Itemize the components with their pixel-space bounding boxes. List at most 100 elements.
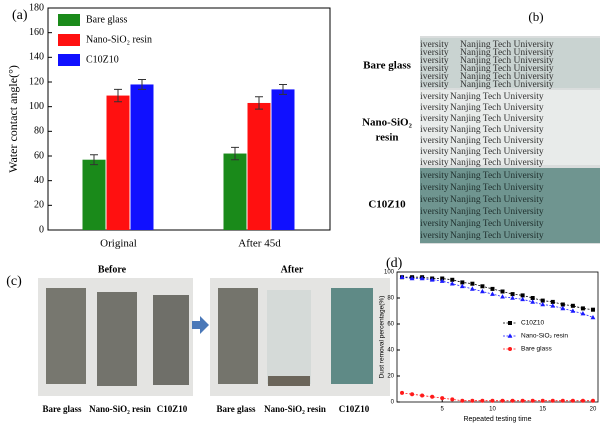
watermark: Nanjing Tech University	[355, 183, 449, 193]
sample-label: Nano-SiO₂ resin	[89, 404, 151, 414]
marker	[580, 311, 586, 316]
watermark: Nanjing Tech University	[450, 183, 544, 193]
marker	[520, 293, 525, 298]
y-tick-label: 20	[387, 374, 394, 380]
panel-label: (d)	[386, 256, 403, 271]
marker	[449, 281, 455, 286]
plot-frame	[47, 7, 331, 231]
watermark: Nanjing Tech University	[355, 195, 449, 205]
marker	[450, 397, 455, 402]
watermark: Nanjing Tech University	[450, 158, 544, 168]
y-tick-label: 140	[29, 52, 44, 63]
legend-swatch	[58, 14, 80, 26]
error-bar	[255, 96, 263, 110]
y-tick-label: 100	[384, 270, 395, 276]
sample-label: C10Z10	[157, 404, 188, 414]
watermark: Nanjing Tech University	[355, 114, 449, 124]
x-tick-label: 15	[539, 407, 546, 413]
marker	[530, 296, 535, 300]
marker	[540, 298, 545, 303]
watermark: Nanjing Tech University	[355, 103, 449, 113]
marker	[590, 398, 595, 403]
watermark: Nanjing Tech University	[460, 80, 554, 90]
error-bar	[138, 79, 146, 90]
glass	[46, 288, 86, 384]
y-tick-label: 40	[34, 175, 44, 186]
legend-swatch	[58, 34, 80, 46]
legend-label: C10Z10	[521, 320, 545, 327]
y-axis-label: Water contact angle(°)	[6, 65, 20, 173]
marker	[500, 294, 505, 299]
watermark: Nanjing Tech University	[355, 158, 449, 168]
glass-nano	[420, 90, 600, 165]
bar	[106, 95, 130, 230]
before-label: Before	[98, 264, 127, 275]
y-tick-label: 60	[387, 322, 394, 328]
watermark: Nanjing Tech University	[460, 56, 554, 66]
bar	[82, 159, 106, 230]
watermark: Nanjing Tech University	[355, 207, 449, 217]
bar	[130, 84, 154, 230]
marker	[510, 292, 515, 297]
marker	[500, 398, 505, 403]
glass	[218, 288, 258, 384]
watermark: Nanjing Tech University	[450, 171, 544, 181]
x-tick-label: 10	[489, 407, 496, 413]
marker	[399, 274, 405, 279]
x-tick-label: 5	[441, 407, 445, 413]
watermark: Nanjing Tech University	[355, 125, 449, 135]
glass-bare	[420, 38, 600, 88]
watermark: Nanjing Tech University	[450, 147, 544, 157]
bar	[247, 102, 271, 230]
y-tick-label: 20	[34, 200, 44, 211]
watermark: Nanjing Tech University	[450, 92, 544, 102]
error-bar	[114, 88, 122, 103]
watermark: Nanjing Tech University	[355, 231, 449, 241]
legend-label: Nano-SiO₂ resin	[86, 34, 152, 45]
sample-label: C10Z10	[339, 404, 370, 414]
y-tick-label: 80	[34, 126, 44, 137]
legend-label: Bare glass	[86, 14, 127, 25]
line-chart: (d) 0 20 40 60 80 100 5 10 15 20 Repeated testing t…	[379, 256, 599, 423]
marker	[540, 398, 545, 403]
marker	[560, 302, 565, 307]
marker	[460, 398, 465, 403]
marker	[490, 398, 495, 403]
watermark: Nanjing Tech University	[450, 103, 544, 113]
marker	[510, 295, 515, 300]
panel-label: (b)	[528, 9, 543, 24]
marker	[480, 284, 485, 289]
legend-label: C10Z10	[86, 54, 119, 65]
error-bar	[279, 83, 287, 95]
error-bar	[231, 146, 239, 161]
marker	[550, 398, 555, 403]
arrow	[192, 316, 209, 334]
watermark: Nanjing Tech University	[450, 207, 544, 217]
marker	[550, 299, 555, 304]
y-tick-label: 0	[391, 400, 395, 406]
marker	[510, 398, 515, 403]
watermark: Nanjing Tech University	[450, 195, 544, 205]
y-axis-label: Dust removal percentage(%)	[379, 296, 386, 379]
watermark: Nanjing Tech University	[460, 48, 554, 58]
sample-label: Bare glass	[42, 404, 82, 414]
marker	[490, 286, 495, 291]
marker	[560, 398, 565, 403]
marker	[470, 398, 475, 403]
legend-marker	[508, 321, 512, 325]
y-tick-label: 80	[387, 296, 394, 302]
marker	[570, 398, 575, 403]
watermark: Nanjing Tech University	[355, 40, 449, 50]
marker	[470, 281, 475, 286]
marker	[530, 299, 536, 304]
marker	[590, 314, 596, 320]
watermark: Nanjing Tech University	[450, 231, 544, 241]
legend-marker	[507, 333, 513, 338]
marker	[490, 291, 495, 296]
x-tick-label: After 45d	[238, 238, 281, 250]
legend-label: Bare glass	[521, 346, 552, 353]
marker	[550, 303, 556, 308]
watermark: Nanjing Tech University	[355, 171, 449, 181]
marker	[460, 280, 465, 285]
